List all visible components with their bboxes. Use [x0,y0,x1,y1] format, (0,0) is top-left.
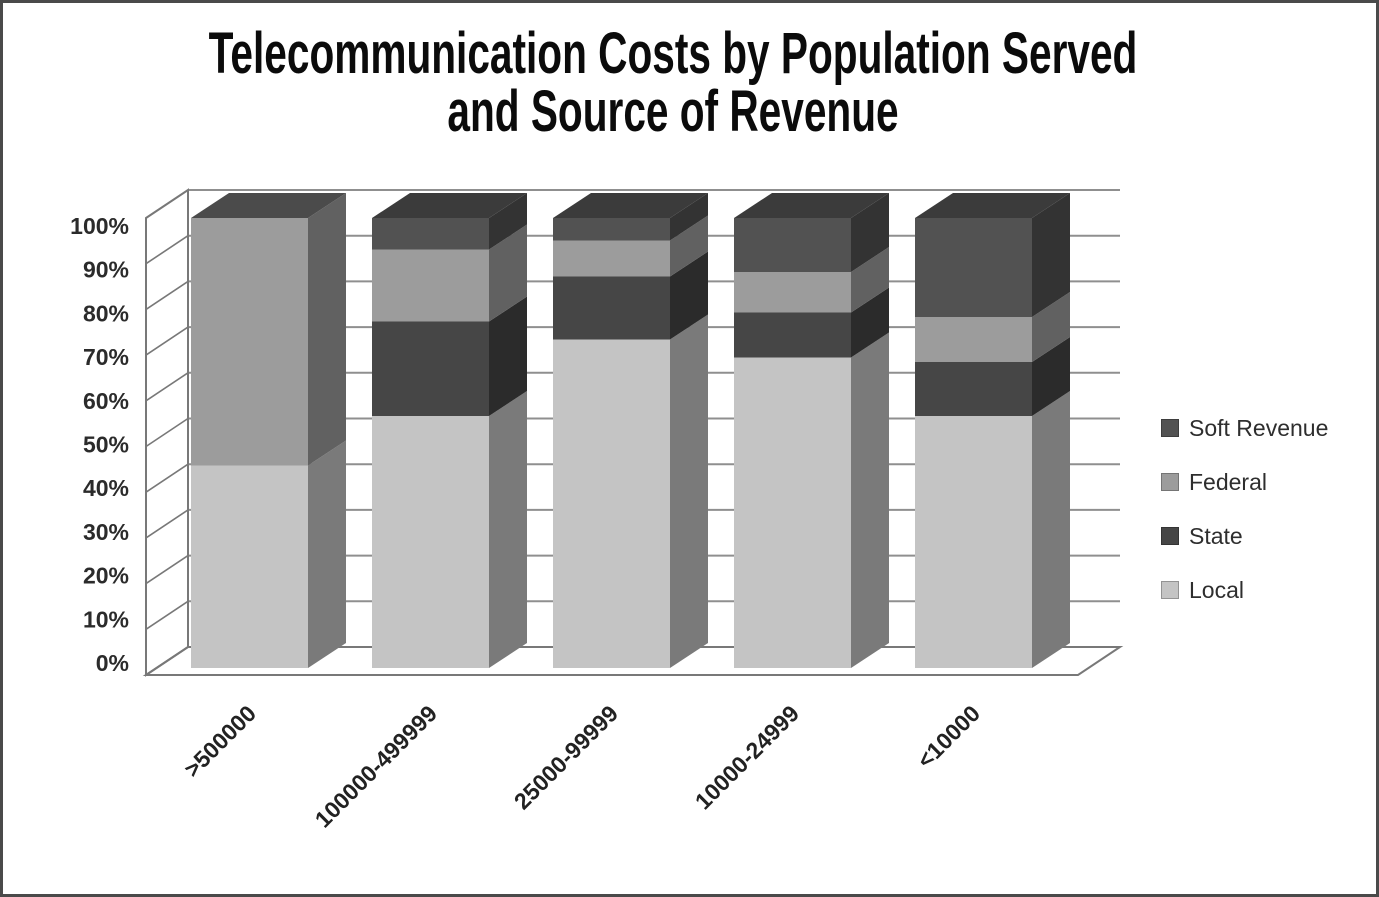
bar-side-soft-revenue-100000-499999 [489,193,527,250]
bar-segment-federal-10000-24999 [734,272,851,313]
chart-legend: Soft Revenue Federal State Local [1161,401,1328,617]
y-tick-label: 50% [83,432,129,458]
bar-side-federal-25000-99999 [670,215,708,277]
bar-side-federal->500000 [308,193,346,466]
bar-top-100000-499999 [372,193,527,218]
y-tick-label: 70% [83,344,129,370]
bar-segment-local-100000-499999 [372,416,489,668]
y-tick-label: 10% [83,606,129,632]
bar-segment-soft-revenue-<10000 [915,218,1032,317]
bar-side-local-<10000 [1032,391,1070,668]
legend-label-federal: Federal [1189,468,1267,495]
x-category-label: <10000 [912,700,985,773]
y-tick-label: 0% [96,650,129,676]
y-tick-label: 60% [83,388,129,414]
legend-swatch-local-icon [1161,581,1179,599]
bar-side-local->500000 [308,440,346,668]
bar-segment-federal-<10000 [915,317,1032,362]
y-tick-label: 100% [70,213,129,239]
legend-item-federal: Federal [1161,455,1328,509]
y-tick-label: 40% [83,475,129,501]
bar-top-25000-99999 [553,193,708,218]
bar-side-local-25000-99999 [670,314,708,668]
bar-segment-federal-100000-499999 [372,249,489,322]
bar-segment-soft-revenue-25000-99999 [553,218,670,241]
legend-swatch-state-icon [1161,527,1179,545]
wall-grid-line [145,189,189,219]
bar-top->500000 [191,193,346,218]
bar-segment-state-<10000 [915,362,1032,416]
bar-segment-local-<10000 [915,416,1032,668]
bar-side-local-10000-24999 [851,332,889,668]
bar-segment-state-25000-99999 [553,276,670,340]
wall-grid-line [145,600,189,630]
chart-title-line-1: Telecommunication Costs by Population Se… [208,21,1138,86]
bar-segment-federal-25000-99999 [553,240,670,277]
legend-label-state: State [1189,522,1243,549]
bar-side-soft-revenue-25000-99999 [670,193,708,241]
bar-segment-local-25000-99999 [553,339,670,668]
bar-side-state-<10000 [1032,337,1070,416]
bar-segment-state-10000-24999 [734,312,851,358]
legend-item-soft-revenue: Soft Revenue [1161,401,1328,455]
stacked-bar-3d-chart: 0% 10% 20% 30% 40% 50% 60% 70% 80% 90% 100% >500000… [70,188,1124,833]
bar-side-local-100000-499999 [489,391,527,668]
x-category-label: >500000 [179,700,261,782]
wall-grid-line [145,280,189,311]
chart-title-line-2: and Source of Revenue [447,79,899,144]
y-tick-label: 80% [83,300,129,326]
bar-side-federal-<10000 [1032,292,1070,362]
bar-segment-soft-revenue-100000-499999 [372,218,489,250]
wall-grid-line [145,554,189,585]
bar-segment-soft-revenue-10000-24999 [734,218,851,272]
legend-item-state: State [1161,509,1328,563]
bar-side-state-10000-24999 [851,287,889,358]
wall-grid-line [145,509,189,539]
x-category-label: 100000-499999 [310,700,442,832]
wall-grid-line [145,372,189,402]
y-tick-label: 20% [83,563,129,589]
bar-side-state-100000-499999 [489,296,527,416]
x-category-label: 10000-24999 [690,700,804,814]
y-tick-label: 90% [83,257,129,283]
legend-swatch-federal-icon [1161,473,1179,491]
bar-side-state-25000-99999 [670,251,708,340]
floor [142,646,1124,676]
y-tick-label: 30% [83,519,129,545]
wall-grid-line [145,326,189,356]
x-category-label: 25000-99999 [509,700,623,814]
bar-top-<10000 [915,193,1070,218]
bar-segment-local-10000-24999 [734,357,851,668]
bar-top-10000-24999 [734,193,889,218]
bar-segment-state-100000-499999 [372,321,489,416]
legend-item-local: Local [1161,563,1328,617]
bar-side-federal-10000-24999 [851,247,889,313]
wall-grid-line [145,463,189,493]
legend-label-soft-revenue: Soft Revenue [1189,414,1329,441]
bar-segment-federal->500000 [191,218,308,466]
wall-grid-line [145,235,189,265]
legend-label-local: Local [1189,576,1244,603]
bar-side-federal-100000-499999 [489,224,527,322]
bar-side-soft-revenue-<10000 [1032,193,1070,317]
bar-segment-local->500000 [191,465,308,668]
wall-grid-line [145,417,189,448]
bar-side-soft-revenue-10000-24999 [851,193,889,272]
legend-swatch-soft-revenue-icon [1161,419,1179,437]
chart-title: Telecommunication Costs by Population Se… [204,25,1142,141]
